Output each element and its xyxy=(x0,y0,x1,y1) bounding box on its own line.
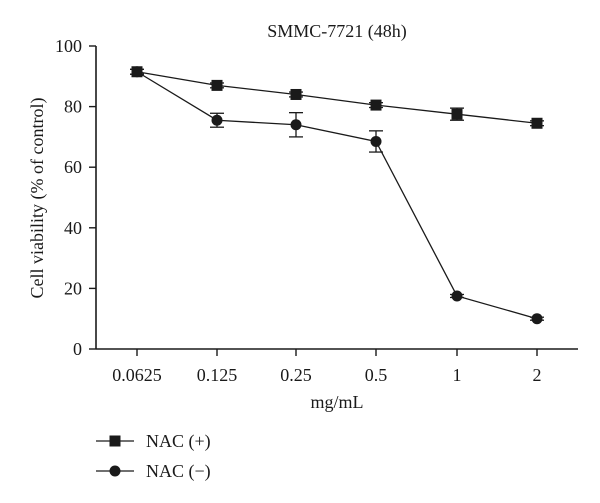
legend: NAC (+) NAC (−) xyxy=(96,431,211,482)
data-point-square xyxy=(451,108,463,120)
y-tick-label: 20 xyxy=(64,278,82,298)
data-point-circle xyxy=(290,119,302,131)
series-line xyxy=(136,71,538,320)
data-point-square xyxy=(531,117,543,129)
series-line xyxy=(136,71,538,124)
legend-item: NAC (+) xyxy=(96,431,211,452)
legend-marker-square xyxy=(109,435,121,447)
chart-title: SMMC-7721 (48h) xyxy=(267,21,407,42)
data-point-square xyxy=(290,88,302,100)
series-nac-minus xyxy=(130,66,544,325)
y-tick-label: 40 xyxy=(64,218,82,238)
data-point-square xyxy=(370,99,382,111)
data-point-circle xyxy=(531,313,543,325)
y-tick-label: 100 xyxy=(55,36,82,56)
y-tick-label: 0 xyxy=(73,339,82,359)
y-tick-label: 60 xyxy=(64,157,82,177)
y-axis-label: Cell viability (% of control) xyxy=(27,98,48,299)
y-axis-ticks: 0 20 40 60 80 100 xyxy=(55,36,96,359)
legend-label: NAC (−) xyxy=(146,461,211,482)
axes xyxy=(95,46,578,350)
x-axis-label: mg/mL xyxy=(311,392,364,412)
data-point-square xyxy=(131,66,143,78)
data-point-square xyxy=(211,79,223,91)
x-tick-label: 0.0625 xyxy=(112,365,162,385)
x-tick-label: 0.125 xyxy=(197,365,238,385)
series-nac-plus xyxy=(130,66,544,129)
legend-marker-circle xyxy=(109,465,121,477)
x-tick-label: 0.5 xyxy=(365,365,388,385)
legend-item: NAC (−) xyxy=(96,461,211,482)
data-point-circle xyxy=(211,114,223,126)
data-point-circle xyxy=(451,290,463,302)
x-tick-label: 0.25 xyxy=(280,365,312,385)
y-tick-label: 80 xyxy=(64,97,82,117)
x-tick-label: 2 xyxy=(533,365,542,385)
x-tick-label: 1 xyxy=(453,365,462,385)
legend-label: NAC (+) xyxy=(146,431,211,452)
data-point-circle xyxy=(370,135,382,147)
x-axis-ticks: 0.0625 0.125 0.25 0.5 1 2 xyxy=(112,349,542,385)
series-layer xyxy=(130,66,544,325)
